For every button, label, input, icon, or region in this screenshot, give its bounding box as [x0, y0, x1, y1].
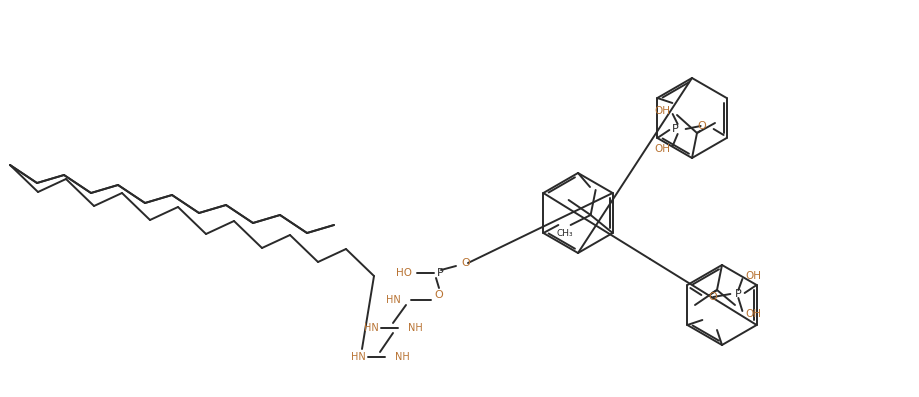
Text: HN: HN — [351, 352, 366, 362]
Text: P: P — [437, 268, 444, 278]
Text: OH: OH — [654, 106, 671, 116]
Text: NH: NH — [408, 323, 423, 333]
Text: HN: HN — [364, 323, 379, 333]
Text: NH: NH — [395, 352, 410, 362]
Text: HO: HO — [396, 268, 412, 278]
Text: P: P — [672, 124, 678, 134]
Text: CH₃: CH₃ — [556, 229, 573, 237]
Text: O: O — [697, 121, 706, 131]
Text: O: O — [461, 258, 470, 268]
Text: OH: OH — [654, 144, 671, 154]
Text: OH: OH — [745, 271, 761, 281]
Text: O: O — [709, 292, 717, 302]
Text: P: P — [735, 289, 743, 299]
Text: OH: OH — [745, 309, 761, 319]
Text: O: O — [435, 290, 443, 300]
Text: HN: HN — [386, 295, 401, 305]
